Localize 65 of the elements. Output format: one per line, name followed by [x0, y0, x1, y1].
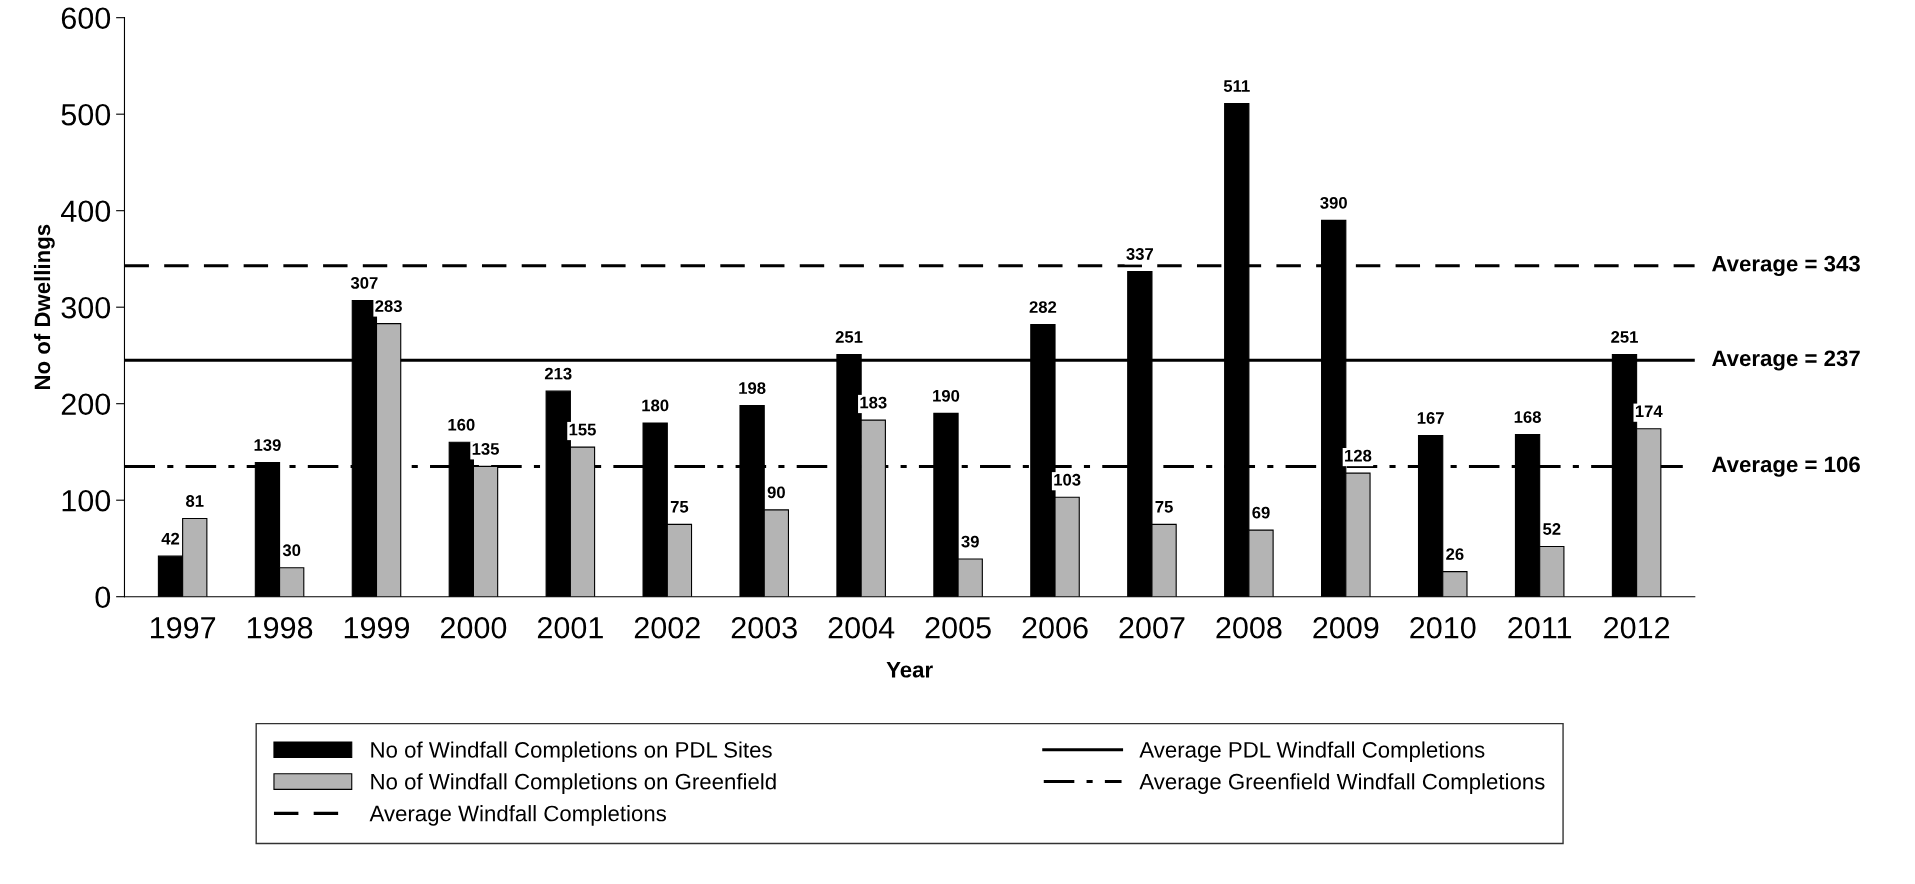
data-label: 52 [1543, 523, 1561, 535]
y-tick-label: 0 [95, 586, 111, 609]
legend-label: Average Windfall Completions [369, 805, 666, 826]
x-tick-label: 1999 [344, 616, 410, 639]
y-tick-label: 200 [61, 393, 111, 416]
y-tick-label: 300 [61, 296, 111, 319]
data-label: 69 [1252, 506, 1270, 519]
data-label: 103 [1054, 473, 1081, 486]
data-label: 81 [186, 495, 204, 507]
x-tick-label: 2005 [925, 616, 991, 639]
x-tick-label: 2009 [1313, 616, 1379, 639]
y-axis-title: No of Dwellings [33, 224, 55, 390]
x-tick-label: 2001 [537, 616, 603, 639]
data-label: 511 [1223, 80, 1250, 92]
data-label: 213 [544, 367, 572, 380]
legend-label: Average Greenfield Windfall Completions [1139, 773, 1545, 794]
data-label: 183 [860, 396, 887, 409]
x-tick-label: 2010 [1410, 616, 1476, 639]
y-tick-label: 500 [61, 103, 111, 126]
x-tick-label: 1997 [150, 616, 216, 639]
y-tick-label: 400 [61, 200, 111, 223]
x-tick-label: 2000 [440, 616, 507, 639]
text: Average = 106 [1711, 456, 1860, 477]
data-label: 168 [1514, 411, 1541, 423]
data-label: 167 [1417, 412, 1444, 424]
data-label: 174 [1635, 405, 1663, 417]
data-label: 26 [1446, 548, 1464, 560]
data-label: 307 [350, 277, 378, 289]
data-label: 251 [835, 331, 863, 343]
x-axis-title: Year [886, 662, 933, 678]
data-label: 283 [375, 300, 402, 312]
y-tick-label: 600 [61, 7, 111, 30]
data-label: 198 [739, 382, 766, 394]
data-label: 160 [448, 418, 475, 431]
data-label: 30 [282, 544, 301, 557]
legend-label: Average PDL Windfall Completions [1139, 741, 1485, 763]
text: Average = 237 [1711, 350, 1860, 371]
x-tick-label: 2007 [1119, 616, 1185, 639]
data-label: 190 [933, 389, 960, 402]
data-label: 135 [472, 442, 499, 455]
legend-label: No of Windfall Completions on Greenfield [371, 773, 776, 794]
data-label: 337 [1126, 248, 1154, 260]
data-label: 90 [767, 486, 785, 499]
legend-label: No of Windfall Completions on PDL Sites [371, 741, 772, 763]
x-tick-label: 2011 [1508, 616, 1572, 639]
data-label: 139 [254, 439, 281, 451]
x-tick-label: 2012 [1604, 616, 1670, 639]
data-label: 75 [1155, 501, 1173, 513]
data-label: 128 [1345, 449, 1372, 462]
data-label: 251 [1611, 331, 1638, 343]
x-tick-label: 2002 [634, 616, 700, 639]
data-label: 155 [569, 423, 596, 436]
y-tick-label: 100 [62, 489, 111, 512]
data-label: 75 [670, 501, 689, 513]
x-tick-label: 2004 [828, 616, 895, 639]
data-label: 39 [961, 535, 979, 548]
text: Average = 343 [1711, 255, 1860, 277]
x-tick-label: 1998 [247, 616, 313, 639]
x-tick-label: 2006 [1022, 616, 1088, 639]
data-label: 282 [1029, 301, 1057, 313]
x-tick-label: 2008 [1216, 616, 1282, 639]
data-label: 42 [161, 532, 180, 545]
data-label: 390 [1320, 196, 1347, 209]
data-label: 180 [642, 399, 669, 412]
x-tick-label: 2003 [731, 616, 797, 639]
